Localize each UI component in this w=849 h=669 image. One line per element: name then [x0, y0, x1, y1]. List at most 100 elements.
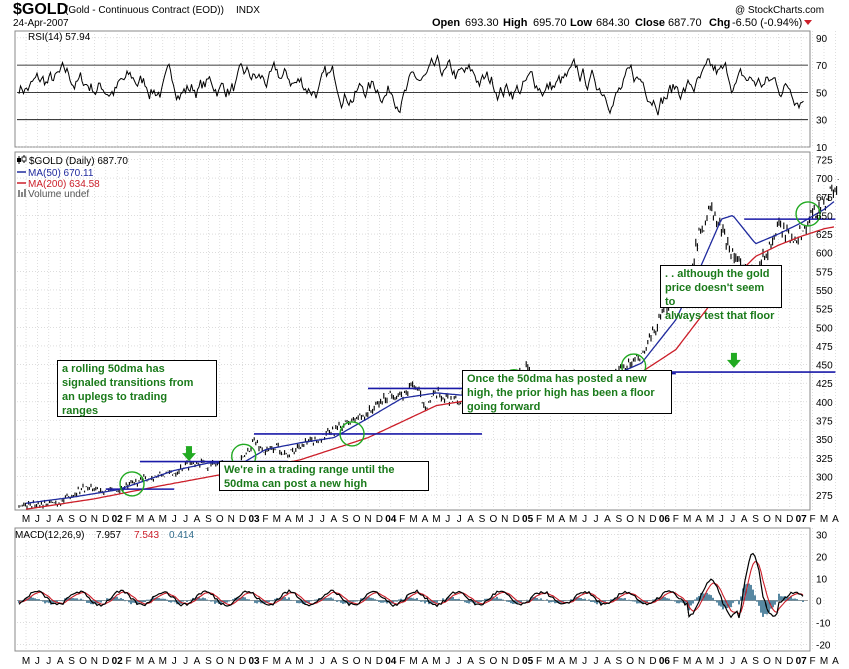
x-tick-label: A — [330, 514, 337, 525]
highlight-circle — [339, 421, 365, 447]
x-tick-label: J — [320, 514, 325, 525]
x-tick-label: D — [786, 514, 793, 525]
price-panel — [14, 151, 811, 511]
x-tick-label: O — [353, 656, 361, 667]
macd-legend: MACD(12,26,9) 7.957 7.543 0.414 — [15, 530, 194, 541]
x-tick-label: O — [216, 514, 224, 525]
svg-text:684.30: 684.30 — [596, 17, 630, 29]
x-tick-label: 05 — [522, 656, 534, 667]
x-tick-label: F — [126, 656, 132, 667]
x-tick-label: J — [594, 514, 599, 525]
x-tick-label: M — [820, 656, 828, 667]
x-tick-label: O — [626, 514, 634, 525]
x-tick-label: F — [399, 656, 405, 667]
macd-tick-label: 20 — [816, 553, 828, 564]
x-tick-label: M — [136, 656, 144, 667]
x-tick-label: A — [422, 514, 429, 525]
chart-ticker: $GOLD — [13, 1, 68, 18]
x-tick-label: F — [536, 514, 542, 525]
x-tick-label: A — [422, 656, 429, 667]
x-tick-label: J — [730, 656, 735, 667]
x-tick-label: J — [46, 656, 51, 667]
macd-tick-label: 10 — [816, 575, 828, 586]
x-tick-label: J — [445, 656, 450, 667]
x-tick-label: O — [353, 514, 361, 525]
x-tick-label: A — [57, 514, 64, 525]
x-tick-label: A — [604, 656, 611, 667]
x-tick-label: N — [501, 656, 508, 667]
x-tick-label: A — [330, 656, 337, 667]
price-tick-label: 575 — [816, 267, 833, 278]
x-tick-label: N — [775, 514, 782, 525]
x-tick-label: M — [273, 656, 281, 667]
x-tick-label: J — [35, 514, 40, 525]
x-tick-label: M — [706, 656, 714, 667]
x-tick-label: M — [159, 656, 167, 667]
svg-text:MACD(12,26,9): MACD(12,26,9) — [15, 530, 84, 541]
x-tick-label: 02 — [112, 656, 124, 667]
rsi-tick-label: 30 — [816, 116, 828, 127]
x-tick-label: M — [706, 514, 714, 525]
x-tick-label: M — [432, 656, 440, 667]
x-tick-label: J — [309, 514, 314, 525]
highlight-circle — [119, 471, 145, 497]
green-down-arrow-icon — [182, 446, 197, 462]
x-tick-label: A — [148, 514, 155, 525]
svg-text:-6.50 (-0.94%): -6.50 (-0.94%) — [732, 17, 802, 29]
annotation-floor-test: . . although the gold price doesn't seem… — [660, 265, 782, 322]
x-tick-label: M — [820, 514, 828, 525]
x-tick-label: J — [445, 514, 450, 525]
macd-tick-label: -20 — [816, 640, 831, 651]
x-tick-label: A — [57, 656, 64, 667]
x-tick-label: J — [172, 514, 177, 525]
rsi-tick-label: 50 — [816, 88, 828, 99]
x-tick-label: F — [673, 514, 679, 525]
red-down-triangle-icon — [804, 20, 812, 25]
svg-text:Close: Close — [635, 17, 665, 29]
price-tick-label: 525 — [816, 305, 833, 316]
price-tick-label: 400 — [816, 398, 833, 409]
price-tick-label: 450 — [816, 361, 833, 372]
x-tick-label: A — [695, 514, 702, 525]
x-tick-label: M — [295, 656, 303, 667]
x-tick-label: D — [376, 514, 383, 525]
price-tick-label: 550 — [816, 286, 833, 297]
x-tick-label: S — [752, 514, 759, 525]
x-tick-label: N — [775, 656, 782, 667]
x-tick-label: 04 — [385, 656, 397, 667]
macd-series — [17, 552, 808, 619]
x-tick-label: F — [810, 656, 816, 667]
x-tick-label: S — [615, 514, 622, 525]
x-tick-label: F — [126, 514, 132, 525]
x-tick-label: F — [262, 656, 268, 667]
chart-date: 24-Apr-2007 — [13, 18, 69, 29]
x-tick-label: S — [479, 656, 486, 667]
x-tick-label: M — [432, 514, 440, 525]
price-tick-label: 350 — [816, 435, 833, 446]
ma200-legend: MA(200) 634.58 — [28, 179, 100, 190]
x-tick-label: A — [558, 656, 565, 667]
rsi-line-path — [18, 53, 804, 116]
price-tick-label: 325 — [816, 454, 833, 465]
x-tick-label: F — [536, 656, 542, 667]
x-tick-label: N — [501, 514, 508, 525]
price-tick-label: 300 — [816, 472, 833, 483]
candlestick-icon — [17, 155, 27, 164]
price-tick-label: 500 — [816, 323, 833, 334]
x-tick-label: M — [409, 656, 417, 667]
macd-tick-label: 30 — [816, 531, 828, 542]
svg-text:0.414: 0.414 — [169, 530, 194, 541]
x-tick-label: J — [582, 514, 587, 525]
x-tick-label: J — [457, 656, 462, 667]
svg-text:7.543: 7.543 — [134, 530, 159, 541]
rsi-panel — [14, 30, 811, 148]
rsi-tick-label: 90 — [816, 34, 828, 45]
x-tick-label: J — [719, 514, 724, 525]
x-tick-label: J — [730, 514, 735, 525]
x-tick-label: M — [22, 514, 30, 525]
x-tick-label: S — [205, 514, 212, 525]
chart-title: (Gold - Continuous Contract (EOD)) — [65, 5, 224, 16]
ma50-line — [25, 201, 835, 504]
x-tick-label: 07 — [796, 656, 808, 667]
